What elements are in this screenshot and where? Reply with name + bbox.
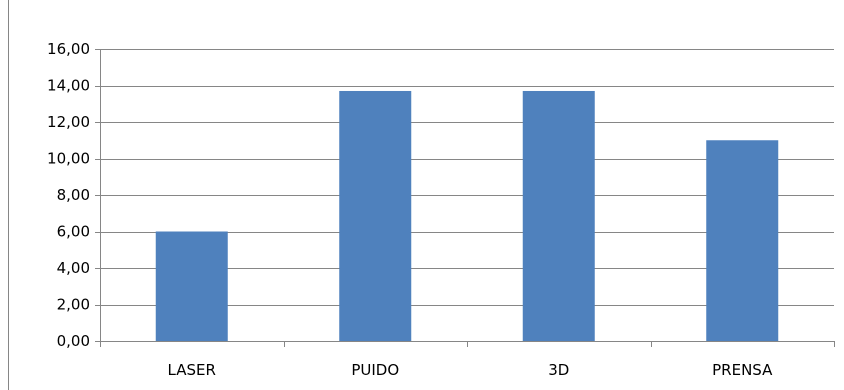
bar-laser — [155, 231, 228, 341]
x-category-labels: LASER PUIDO 3D PRENSA — [168, 361, 774, 379]
y-tick-label: 0,00 — [57, 332, 90, 350]
y-tick-labels: 0,00 2,00 4,00 6,00 8,00 10,00 12,00 14,00 16,00 — [47, 40, 90, 350]
y-tick-label: 16,00 — [47, 40, 90, 58]
bar-3d — [522, 90, 595, 341]
x-category-label: PUIDO — [351, 361, 399, 379]
y-tick-label: 14,00 — [47, 77, 90, 95]
axis-layer — [95, 49, 835, 347]
x-category-label: LASER — [168, 361, 216, 379]
x-category-label: 3D — [548, 361, 569, 379]
bar-puido — [339, 90, 412, 341]
y-tick-label: 4,00 — [57, 259, 90, 277]
y-tick-label: 6,00 — [57, 223, 90, 241]
y-tick-label: 8,00 — [57, 186, 90, 204]
x-category-label: PRENSA — [712, 361, 773, 379]
y-tick-label: 10,00 — [47, 150, 90, 168]
y-tick-label: 2,00 — [57, 296, 90, 314]
bar-prensa — [706, 140, 779, 341]
y-tick-label: 12,00 — [47, 113, 90, 131]
bars-layer — [155, 90, 779, 341]
